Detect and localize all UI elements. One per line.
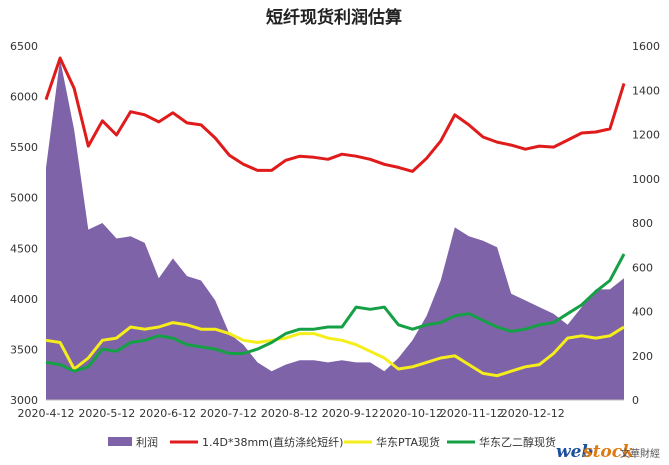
series-profit-area xyxy=(46,59,624,401)
legend-swatch xyxy=(108,437,132,446)
left-axis-tick-label: 3500 xyxy=(10,343,38,356)
left-axis-tick-label: 5500 xyxy=(10,141,38,154)
logo-stock-text: stock xyxy=(582,442,634,462)
left-axis-tick-label: 6000 xyxy=(10,91,38,104)
x-axis-tick-label: 2020-6-12 xyxy=(139,407,196,420)
legend-label: 华东PTA现货 xyxy=(376,435,440,449)
left-axis-tick-label: 5000 xyxy=(10,192,38,205)
legend: 利润 1.4D*38mm(直纺涤纶短纤) 华东PTA现货 华东乙二醇现货 xyxy=(108,435,556,449)
series-line-2 xyxy=(45,321,625,378)
right-axis-tick-label: 1000 xyxy=(632,173,660,186)
right-axis-tick-label: 1200 xyxy=(632,129,660,142)
right-axis-tick-label: 0 xyxy=(632,394,639,407)
left-axis-tick-label: 4500 xyxy=(10,242,38,255)
x-axis: 2020-4-12 2020-5-12 2020-6-12 2020-7-12 2020… xyxy=(18,399,624,420)
x-axis-tick-label: 2020-11-12 xyxy=(440,407,504,420)
legend-label: 华东乙二醇现货 xyxy=(479,435,556,449)
plot-area xyxy=(44,56,626,401)
right-axis: 0 200 400 600 800 1000 1200 1400 1600 xyxy=(632,40,660,407)
legend-label: 1.4D*38mm(直纺涤纶短纤) xyxy=(202,435,343,449)
logo-suffix-text: 文華財經 xyxy=(620,447,660,460)
right-axis-tick-label: 200 xyxy=(632,350,653,363)
right-axis-tick-label: 1600 xyxy=(632,40,660,53)
left-axis-tick-label: 6500 xyxy=(10,40,38,53)
x-axis-tick-label: 2020-7-12 xyxy=(200,407,257,420)
logo-web-text: web xyxy=(556,442,593,462)
left-axis-tick-label: 3000 xyxy=(10,394,38,407)
right-axis-tick-label: 400 xyxy=(632,306,653,319)
chart-title: 短纤现货利润估算 xyxy=(266,7,402,28)
right-axis-tick-label: 1400 xyxy=(632,84,660,97)
x-axis-tick-label: 2020-9-12 xyxy=(322,407,379,420)
right-axis-tick-label: 800 xyxy=(632,217,653,230)
left-axis-tick-label: 4000 xyxy=(10,293,38,306)
series-line-1 xyxy=(44,56,626,173)
x-axis-tick-label: 2020-12-12 xyxy=(501,407,565,420)
x-axis-tick-label: 2020-5-12 xyxy=(78,407,135,420)
legend-label: 利润 xyxy=(136,435,158,449)
webstock-logo: web stock 文華財經 xyxy=(556,442,660,462)
right-axis-tick-label: 600 xyxy=(632,261,653,274)
x-axis-tick-label: 2020-10-12 xyxy=(379,407,443,420)
series-line-3 xyxy=(45,253,626,373)
x-axis-tick-label: 2020-8-12 xyxy=(261,407,318,420)
left-axis: 3000 3500 4000 4500 5000 5500 6000 6500 xyxy=(10,40,38,407)
x-axis-tick-label: 2020-4-12 xyxy=(18,407,75,420)
